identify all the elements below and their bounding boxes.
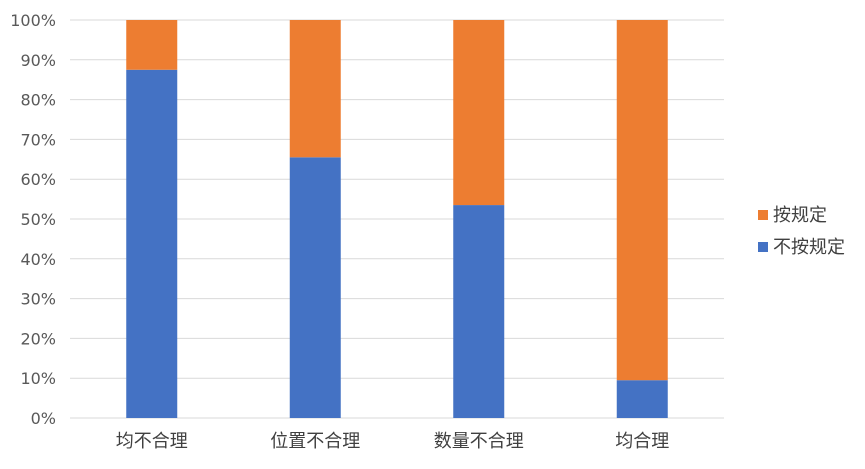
y-axis-tick-labels: 0% 10% 20% 30% 40% 50% 60% 70% 80% 90% 100%: [10, 11, 56, 428]
y-tick-label: 60%: [20, 170, 56, 189]
legend-label: 不按规定: [773, 237, 845, 258]
x-category-label: 位置不合理: [270, 431, 360, 452]
y-tick-label: 40%: [20, 250, 56, 269]
y-tick-label: 70%: [20, 130, 56, 149]
y-tick-label: 100%: [10, 11, 56, 30]
x-axis-category-labels: 均不合理 位置不合理 数量不合理 均合理: [116, 431, 670, 452]
y-tick-label: 30%: [20, 290, 56, 309]
y-tick-label: 20%: [20, 329, 56, 348]
bar-segment-not-by-rule: [616, 380, 668, 418]
x-category-label: 数量不合理: [434, 431, 524, 452]
legend-swatch: [758, 210, 768, 220]
bar-segment-not-by-rule: [289, 157, 341, 418]
bars: [126, 20, 668, 418]
bar-segment-by-rule: [126, 20, 178, 70]
bar-segment-by-rule: [616, 20, 668, 381]
gridlines: [70, 19, 724, 419]
legend-swatch: [758, 242, 768, 252]
bar-segment-not-by-rule: [126, 69, 178, 418]
x-category-label: 均合理: [615, 431, 669, 452]
y-tick-label: 50%: [20, 210, 56, 229]
y-tick-label: 90%: [20, 51, 56, 70]
bar-segment-not-by-rule: [453, 205, 505, 418]
y-tick-label: 10%: [20, 369, 56, 388]
y-tick-label: 0%: [31, 409, 56, 428]
legend-label: 按规定: [773, 205, 827, 226]
y-tick-label: 80%: [20, 91, 56, 110]
bar-segment-by-rule: [453, 20, 505, 206]
bar-segment-by-rule: [289, 20, 341, 158]
x-category-label: 均不合理: [116, 431, 188, 452]
